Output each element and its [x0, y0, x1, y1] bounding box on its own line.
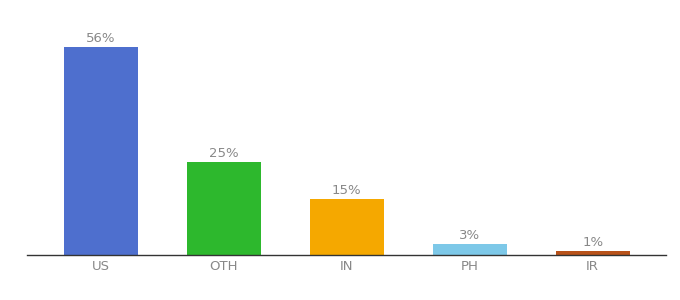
Bar [187, 162, 260, 255]
Text: 56%: 56% [86, 32, 116, 45]
Text: 1%: 1% [582, 236, 603, 249]
Bar [433, 244, 507, 255]
Bar [556, 251, 630, 255]
Text: 15%: 15% [332, 184, 362, 197]
Text: 25%: 25% [209, 147, 239, 160]
Bar [310, 199, 384, 255]
Bar [64, 47, 138, 255]
Text: 3%: 3% [459, 229, 480, 242]
